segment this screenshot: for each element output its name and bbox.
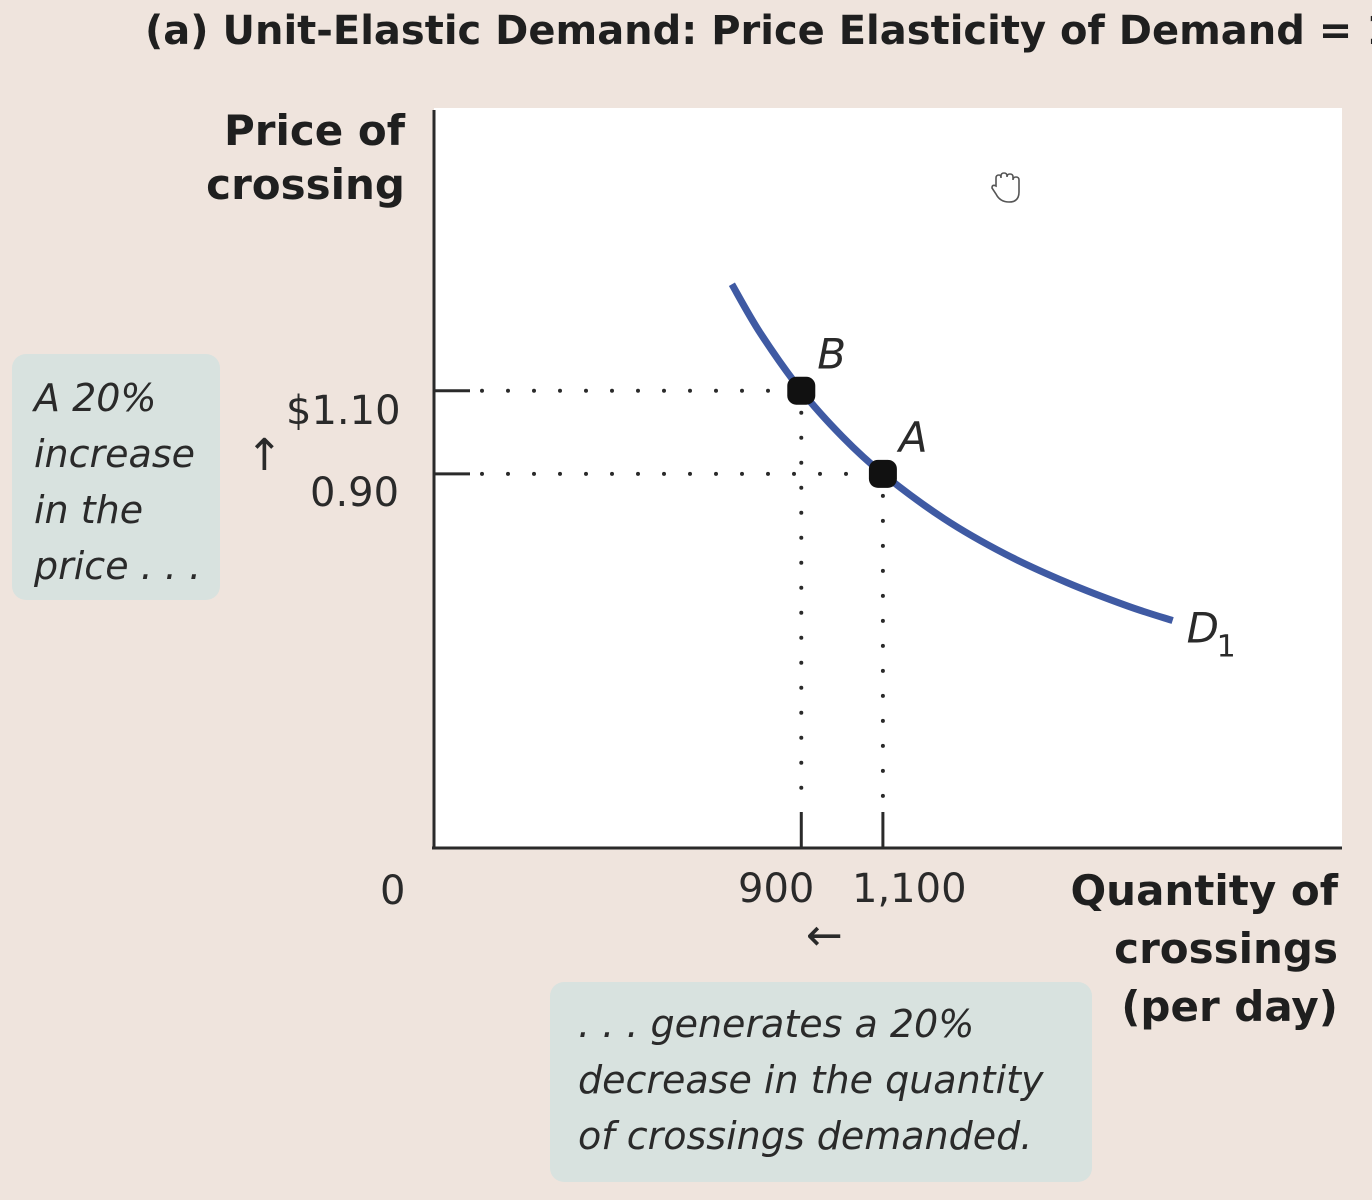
callout-line: A 20% [34, 376, 157, 420]
point-marker-b [787, 376, 816, 405]
y-axis-label-line-2: crossing [206, 160, 405, 209]
x-tick-label-1100: 1,100 [852, 866, 967, 912]
callout-line: . . . generates a 20% [578, 1002, 975, 1046]
point-label-b: B [817, 330, 846, 379]
callout-line: in the [34, 488, 144, 532]
callout-line: increase [34, 432, 195, 476]
x-axis-label-line-2: crossings [1114, 924, 1338, 973]
callout-line: of crossings demanded. [578, 1114, 1033, 1158]
up-arrow-icon: ↑ [246, 430, 283, 481]
x-axis-label-line-3: (per day) [1121, 982, 1338, 1031]
price-increase-callout: A 20% increase in the price . . . [12, 354, 220, 600]
y-tick-label-low: 0.90 [310, 470, 400, 516]
x-axis-label: Quantity of crossings (per day) [1040, 862, 1338, 1036]
callout-line: price . . . [34, 544, 202, 588]
curve-label: D [1187, 604, 1219, 653]
demand-curve-line [728, 282, 1174, 624]
y-tick-label-high: $1.10 [286, 388, 401, 434]
y-axis-label-line-1: Price of [223, 106, 405, 155]
hand-cursor-icon [991, 172, 1020, 203]
callout-line: decrease in the quantity [578, 1058, 1044, 1102]
quantity-decrease-callout: . . . generates a 20% decrease in the qu… [550, 982, 1092, 1182]
curve-label-subscript: 1 [1217, 630, 1236, 665]
x-axis-label-line-1: Quantity of [1070, 866, 1338, 915]
point-marker-a [868, 459, 897, 488]
y-axis-label: Price of crossing [200, 104, 405, 212]
x-tick-label-900: 900 [738, 866, 815, 912]
left-arrow-icon: ← [806, 910, 843, 961]
origin-label: 0 [380, 868, 406, 914]
point-label-a: A [896, 413, 928, 462]
chart-title: (a) Unit-Elastic Demand: Price Elasticit… [145, 8, 1372, 54]
